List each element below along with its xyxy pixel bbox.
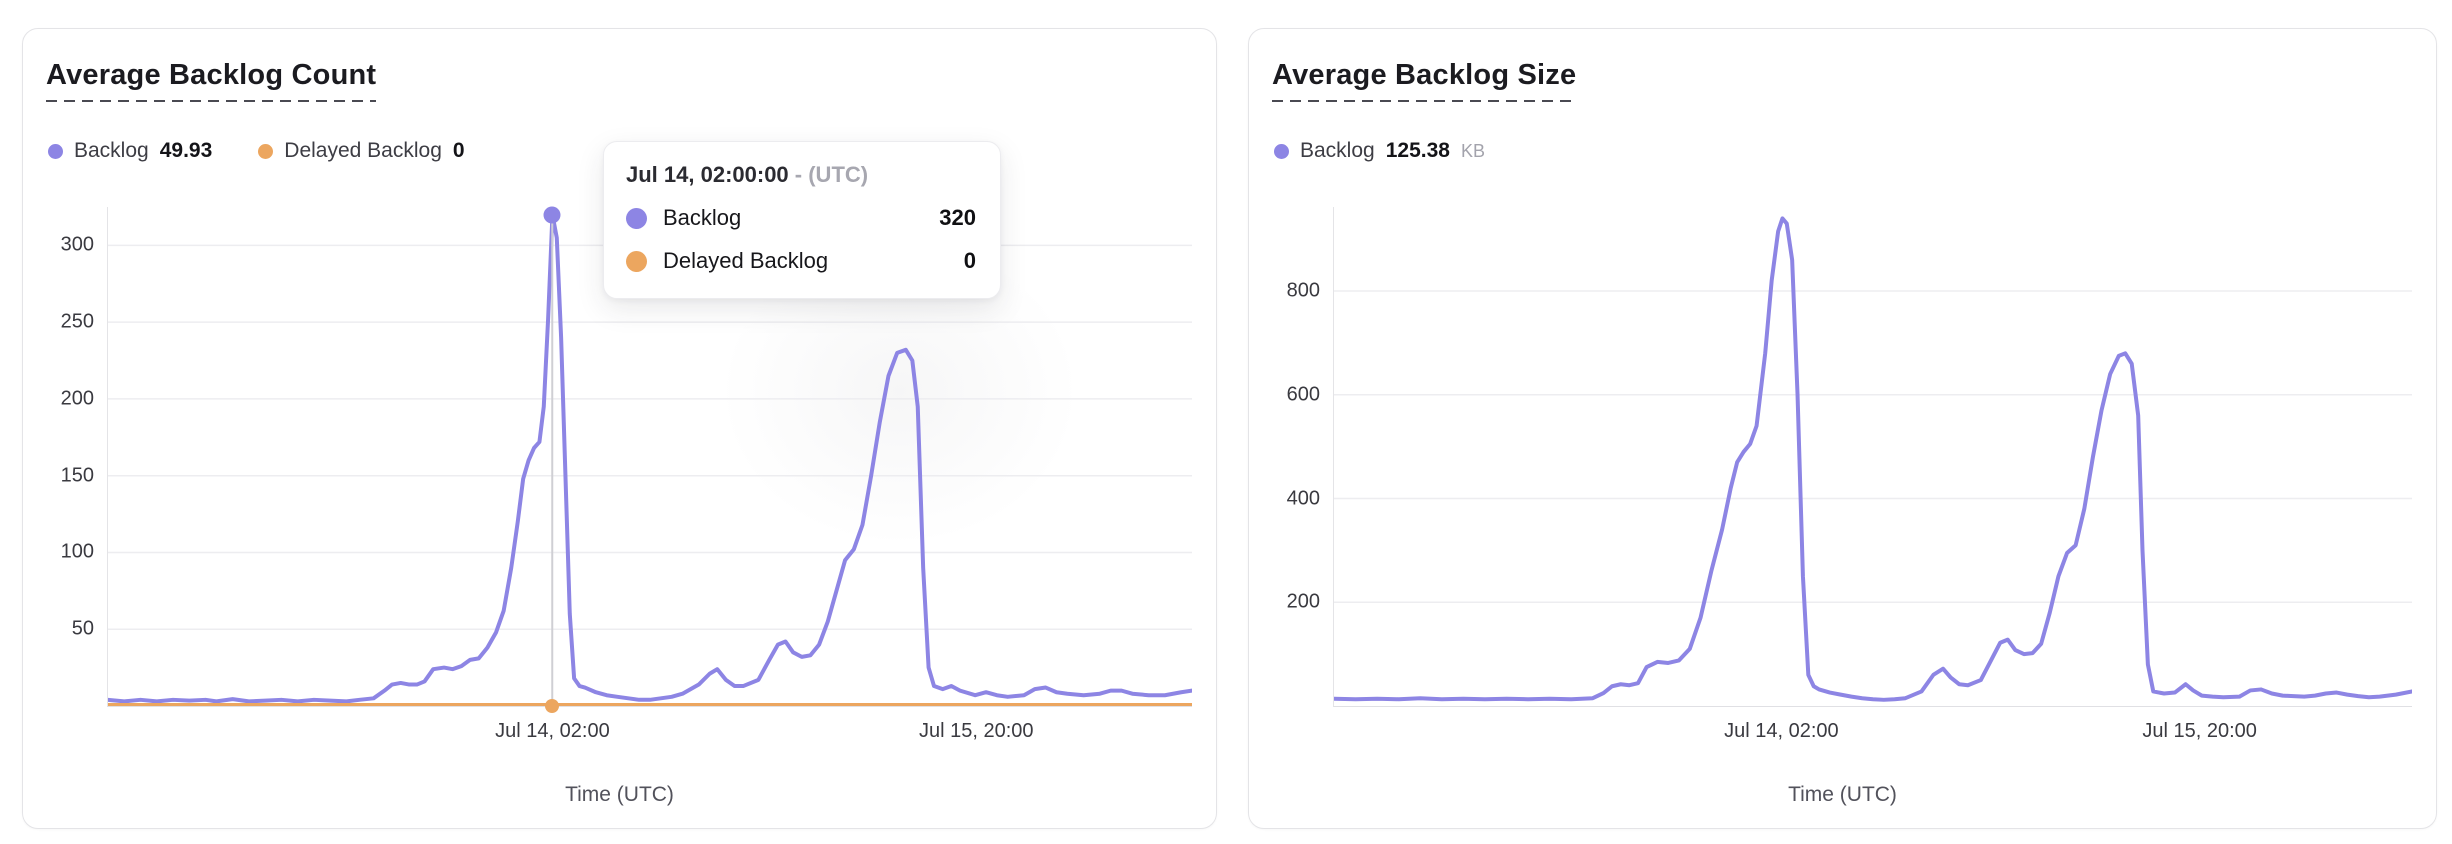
backlog-swatch-icon — [1274, 143, 1289, 159]
chart-legend: Backlog 49.93 Delayed Backlog 0 — [48, 139, 465, 163]
hover-point-backlog — [543, 206, 561, 224]
chart-legend: Backlog 125.38 KB — [1274, 139, 1485, 163]
chart-title[interactable]: Average Backlog Size — [1272, 59, 1577, 102]
y-axis-tick-label: 100 — [60, 540, 94, 563]
y-axis-tick-label: 600 — [1286, 383, 1320, 406]
delayed-backlog-swatch-icon — [626, 250, 647, 272]
chart-card-backlog-size: Average Backlog Size Backlog 125.38 KB 200… — [1248, 28, 2437, 829]
x-axis-tick-label: Jul 15, 20:00 — [919, 720, 1034, 742]
chart-title[interactable]: Average Backlog Count — [46, 59, 377, 102]
legend-item-backlog[interactable]: Backlog 49.93 — [48, 139, 212, 163]
line-chart-svg[interactable] — [108, 207, 1192, 706]
legend-value: 125.38 — [1385, 139, 1450, 162]
x-axis-tick-label: Jul 14, 02:00 — [495, 720, 610, 742]
legend-label: Backlog — [1300, 139, 1375, 162]
y-axis-tick-label: 800 — [1286, 279, 1320, 302]
backlog-swatch-icon — [48, 143, 63, 159]
legend-item-delayed-backlog[interactable]: Delayed Backlog 0 — [258, 139, 465, 163]
hover-point-delayed-backlog — [545, 699, 560, 713]
plot-area[interactable]: 200 400 600 800 Jul 14, 02:00 Jul 15, 20:00 — [1287, 207, 2412, 742]
tooltip-timestamp: Jul 14, 02:00:00 - (UTC) — [626, 162, 869, 187]
x-axis-tick-label: Jul 15, 20:00 — [2142, 720, 2257, 742]
y-axis-tick-label: 50 — [71, 617, 94, 640]
y-axis-tick-label: 200 — [60, 387, 94, 410]
legend-label: Delayed Backlog — [284, 139, 442, 162]
y-axis-tick-label: 150 — [60, 464, 94, 487]
tooltip-row-delayed-backlog: Delayed Backlog 0 — [626, 248, 976, 274]
hover-crosshair — [551, 214, 554, 706]
x-axis-tick-label: Jul 14, 02:00 — [1724, 720, 1839, 742]
chart-tooltip: Jul 14, 02:00:00 - (UTC) Backlog 320 Del… — [603, 141, 1001, 299]
tooltip-timezone: - (UTC) — [794, 162, 869, 187]
line-chart-svg[interactable] — [1334, 207, 2412, 706]
legend-unit: KB — [1460, 140, 1485, 161]
tooltip-row-backlog: Backlog 320 — [626, 205, 976, 231]
legend-value: 49.93 — [159, 139, 213, 162]
delayed-backlog-swatch-icon — [258, 143, 274, 159]
legend-value: 0 — [452, 139, 465, 162]
legend-item-backlog[interactable]: Backlog 125.38 KB — [1274, 139, 1485, 163]
legend-label: Backlog — [74, 139, 149, 162]
y-axis-tick-label: 300 — [60, 233, 94, 256]
x-axis-title: Time (UTC) — [1788, 783, 1897, 806]
y-axis-tick-label: 250 — [60, 310, 94, 333]
backlog-swatch-icon — [626, 207, 647, 229]
chart-card-backlog-count: Average Backlog Count Backlog 49.93 Delaye… — [22, 28, 1217, 829]
y-axis-tick-label: 200 — [1286, 590, 1320, 613]
y-axis-tick-label: 400 — [1286, 487, 1320, 509]
x-axis-title: Time (UTC) — [565, 783, 674, 806]
